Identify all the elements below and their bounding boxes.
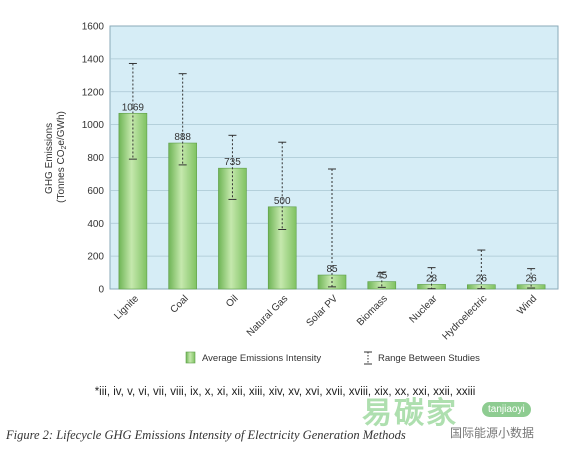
y-axis-label-subscript: 2 (61, 146, 68, 150)
x-tick-label: Solar PV (304, 293, 340, 329)
y-axis-label: GHG Emissions (Tonnes CO2e/GWh) (44, 111, 68, 203)
watermark-subtitle: 国际能源小数据 (450, 426, 535, 440)
y-tick-label: 1200 (82, 87, 105, 98)
bars (118, 112, 546, 290)
bar-lignite (118, 112, 148, 290)
value-label: 26 (526, 274, 538, 285)
x-tick-label: Oil (224, 293, 240, 309)
y-axis-label-line2-end: e/GWh) (56, 111, 67, 145)
y-axis-label-line1: GHG Emissions (44, 123, 55, 194)
y-axis-ticks: 0 200 400 600 800 1000 1200 1400 1600 (82, 22, 105, 296)
value-label: 85 (326, 264, 338, 275)
x-tick-label: Natural Gas (245, 293, 291, 339)
x-tick-label: Wind (515, 293, 539, 317)
x-tick-label: Nuclear (408, 293, 441, 326)
value-label: 26 (476, 274, 488, 285)
y-tick-label: 800 (87, 153, 104, 164)
bar-coal (168, 142, 197, 290)
x-axis-labels: Lignite Coal Oil Natural Gas Solar PV Biomass… (112, 293, 539, 343)
bar-natural-gas (267, 206, 297, 290)
y-tick-label: 0 (98, 285, 104, 296)
y-tick-label: 1000 (82, 120, 105, 131)
legend: Average Emissions Intensity Range Betwee… (185, 351, 480, 365)
value-label: 45 (376, 271, 388, 282)
value-label: 500 (274, 196, 291, 207)
y-tick-label: 600 (87, 186, 104, 197)
bar-oil (218, 167, 247, 290)
legend-label-range: Range Between Studies (378, 353, 480, 364)
legend-swatch-average (185, 351, 196, 364)
y-tick-label: 200 (87, 252, 104, 263)
y-tick-label: 1600 (82, 22, 105, 33)
value-label: 888 (174, 132, 191, 143)
footnote: *iii, iv, v, vi, vii, viii, ix, x, xi, x… (94, 386, 476, 398)
chart: 0 200 400 600 800 1000 1200 1400 1600 1069 888 735… (44, 22, 559, 365)
y-axis-label-line2: (Tonnes CO (56, 149, 67, 203)
value-label: 1069 (122, 102, 145, 113)
y-tick-label: 1400 (82, 54, 105, 65)
figure-caption: Figure 2: Lifecycle GHG Emissions Intens… (6, 428, 406, 442)
error-bars (128, 62, 536, 290)
x-tick-label: Lignite (112, 293, 141, 322)
x-tick-label: Biomass (355, 293, 390, 328)
value-label: 735 (224, 157, 241, 168)
value-labels: 1069 888 735 500 85 45 28 26 26 (122, 102, 537, 284)
legend-range-icon (364, 351, 372, 365)
value-label: 28 (426, 273, 438, 284)
watermark-handle: tanjiaoyi (482, 402, 531, 417)
x-tick-label: Coal (168, 293, 190, 315)
y-tick-label: 400 (87, 219, 104, 230)
legend-label-average: Average Emissions Intensity (202, 353, 321, 364)
x-tick-label: Hydroelectric (440, 293, 489, 342)
